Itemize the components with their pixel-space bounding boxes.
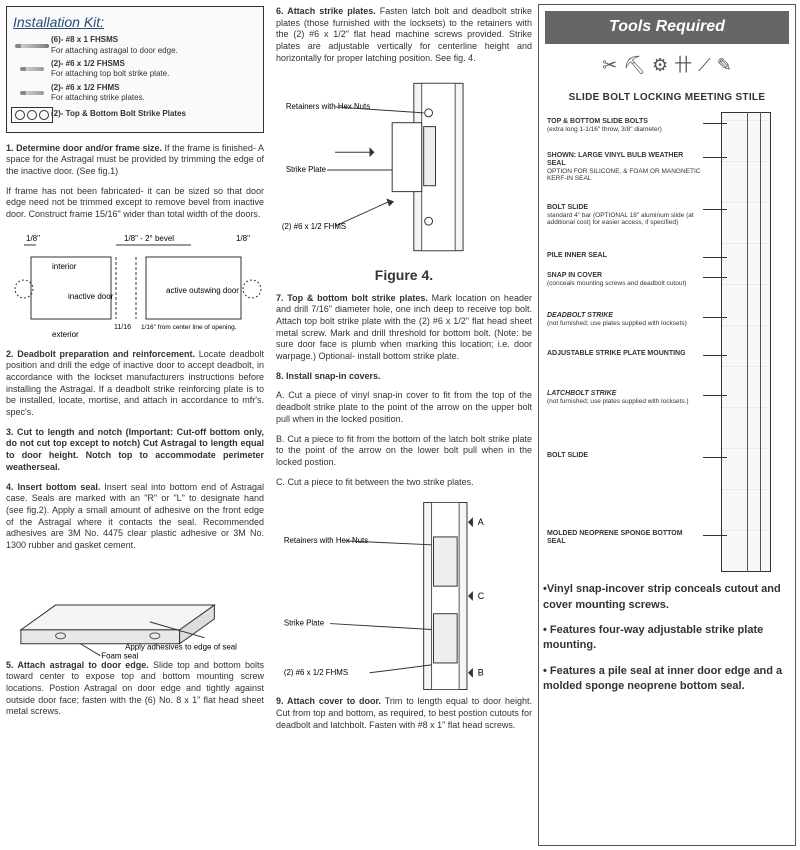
tools-icons: ✂ ⛏ ⚙ 卄 ⟋ ✎	[543, 46, 791, 85]
installation-kit-box: Installation Kit: (6)- #8 x 1 FHSMSFor a…	[6, 6, 264, 133]
kit-item: (6)- #8 x 1 FHSMSFor attaching astragal …	[13, 35, 257, 56]
svg-text:Retainers with Hex Nuts: Retainers with Hex Nuts	[286, 102, 370, 111]
svg-text:inactive door: inactive door	[68, 292, 114, 301]
svg-text:active outswing door: active outswing door	[166, 286, 239, 295]
column-2: 6. Attach strike plates. Fasten latch bo…	[270, 0, 538, 850]
stile-bar	[721, 112, 771, 572]
tools-required-header: Tools Required	[545, 11, 789, 44]
svg-text:Retainers with Hex Nuts: Retainers with Hex Nuts	[284, 536, 368, 545]
screwdriver-icon: ⟋	[698, 54, 711, 77]
step-8: 8. Install snap-in covers.	[276, 371, 532, 383]
stile-label: PILE INNER SEAL	[547, 252, 702, 260]
plate-icon	[13, 107, 51, 123]
svg-text:1/8": 1/8"	[236, 234, 250, 243]
figure-seal: Apply adhesives to edge of seal Foam sea…	[6, 560, 264, 660]
svg-text:1/8": 1/8"	[26, 234, 40, 243]
svg-text:C: C	[478, 591, 485, 601]
stile-label: MOLDED NEOPRENE SPONGE BOTTOM SEAL	[547, 530, 702, 545]
stile-label: TOP & BOTTOM SLIDE BOLTS(extra long 1-1/…	[547, 118, 702, 133]
kit-item: (2)- #6 x 1/2 FHSMSFor attaching top bol…	[13, 59, 257, 80]
step-9: 9. Attach cover to door. Trim to length …	[276, 696, 532, 731]
kit-item: (2)- #6 x 1/2 FHMSFor attaching strike p…	[13, 83, 257, 104]
svg-text:11/16: 11/16	[114, 324, 131, 331]
stile-title: SLIDE BOLT LOCKING MEETING STILE	[543, 91, 791, 104]
figure-1: 1/8" 1/8" - 2° bevel 1/8" interior exter…	[6, 229, 264, 349]
scissors-icon: ✂	[602, 54, 617, 77]
step-5: 5. Attach astragal to door edge. Slide t…	[6, 660, 264, 718]
step-4: 4. Insert bottom seal. Insert seal into …	[6, 482, 264, 552]
column-1: Installation Kit: (6)- #8 x 1 FHSMSFor a…	[0, 0, 270, 850]
step-8b: B. Cut a piece to fit from the bottom of…	[276, 434, 532, 469]
svg-text:exterior: exterior	[52, 330, 79, 339]
pencil-icon: ✎	[717, 54, 732, 77]
stile-label: LATCHBOLT STRIKE(not furnished; use plat…	[547, 390, 702, 405]
svg-text:interior: interior	[52, 262, 77, 271]
fig4-caption: Figure 4.	[276, 266, 532, 284]
figure-4: Retainers with Hex Nuts Strike Plate (2)…	[276, 72, 532, 262]
step-1: 1. Determine door and/or frame size. If …	[6, 143, 264, 178]
screw-icon	[13, 67, 51, 71]
svg-text:Strike Plate: Strike Plate	[286, 165, 327, 174]
stile-diagram: TOP & BOTTOM SLIDE BOLTS(extra long 1-1/…	[543, 112, 791, 572]
svg-text:Foam seal: Foam seal	[101, 651, 138, 659]
svg-text:B: B	[478, 668, 484, 678]
svg-text:Strike Plate: Strike Plate	[284, 619, 325, 628]
svg-text:(2) #6 x 1/2 FHMS: (2) #6 x 1/2 FHMS	[284, 668, 348, 677]
stile-label: DEADBOLT STRIKE(not furnished; use plate…	[547, 312, 702, 327]
step-1b: If frame has not been fabricated- it can…	[6, 186, 264, 221]
stile-label: SNAP IN COVER(conceals mounting screws a…	[547, 272, 702, 287]
step-6: 6. Attach strike plates. Fasten latch bo…	[276, 6, 532, 64]
step-8c: C. Cut a piece to fit between the two st…	[276, 477, 532, 489]
stile-label: BOLT SLIDEstandard 4" bar (OPTIONAL 18" …	[547, 204, 702, 226]
bullet: • Features a pile seal at inner door edg…	[543, 664, 791, 695]
kit-item: (2)- Top & Bottom Bolt Strike Plates	[13, 107, 257, 123]
caliper-icon: 卄	[674, 54, 692, 77]
svg-text:A: A	[478, 517, 484, 527]
stile-label: BOLT SLIDE	[547, 452, 702, 460]
screw-icon	[13, 91, 51, 95]
kit-title: Installation Kit:	[13, 13, 257, 31]
svg-text:Apply adhesives to edge of sea: Apply adhesives to edge of seal	[125, 642, 237, 651]
page: Installation Kit: (6)- #8 x 1 FHSMSFor a…	[0, 0, 800, 850]
stile-label: SHOWN: LARGE VINYL BULB WEATHER SEALOPTI…	[547, 152, 702, 182]
step-3: 3. Cut to length and notch (Important: C…	[6, 427, 264, 474]
step-8a: A. Cut a piece of vinyl snap-in cover to…	[276, 390, 532, 425]
drill-icon: ⚙	[652, 54, 668, 77]
step-2: 2. Deadbolt preparation and reinforcemen…	[6, 349, 264, 419]
screw-icon	[13, 44, 51, 48]
svg-text:1/16" from center line of open: 1/16" from center line of opening.	[141, 324, 237, 331]
svg-text:1/8" - 2° bevel: 1/8" - 2° bevel	[124, 234, 174, 243]
bullet: •Vinyl snap-incover strip conceals cutou…	[543, 582, 791, 613]
saw-icon: ⛏	[623, 54, 646, 77]
stile-label: ADJUSTABLE STRIKE PLATE MOUNTING	[547, 350, 702, 358]
svg-text:(2) #6 x 1/2 FHMS: (2) #6 x 1/2 FHMS	[282, 222, 346, 231]
step-7: 7. Top & bottom bolt strike plates. Mark…	[276, 293, 532, 363]
column-3: Tools Required ✂ ⛏ ⚙ 卄 ⟋ ✎ SLIDE BOLT LO…	[538, 4, 796, 846]
feature-bullets: •Vinyl snap-incover strip conceals cutou…	[543, 582, 791, 694]
figure-5: A C B Retainers with Hex Nuts Strike Pla…	[276, 496, 532, 696]
bullet: • Features four-way adjustable strike pl…	[543, 623, 791, 654]
